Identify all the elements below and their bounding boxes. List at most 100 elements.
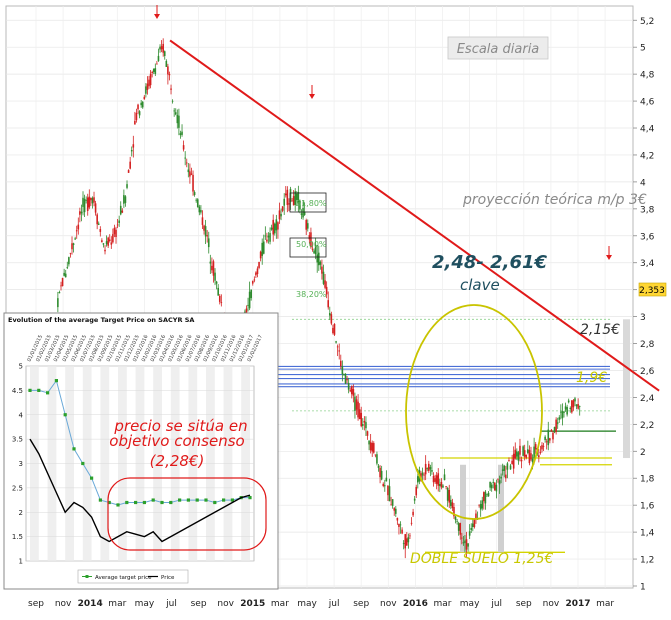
candle-body bbox=[261, 242, 263, 256]
candle-body bbox=[492, 482, 495, 483]
candle-body bbox=[494, 482, 496, 491]
y-tick-label: 5 bbox=[640, 44, 646, 54]
inset-y-tick-label: 2 bbox=[19, 509, 23, 517]
candle-body bbox=[434, 478, 436, 482]
candle-body bbox=[508, 460, 510, 461]
candle-body bbox=[167, 66, 169, 75]
candle-body bbox=[490, 484, 493, 489]
candle-body bbox=[533, 446, 535, 459]
candle-body bbox=[192, 174, 194, 192]
candle-body bbox=[385, 477, 388, 482]
candle-body bbox=[387, 485, 389, 496]
gap-bar bbox=[460, 464, 466, 553]
fibo-50-box bbox=[289, 237, 327, 258]
candle-body bbox=[250, 289, 252, 299]
candle-body bbox=[96, 214, 98, 225]
candle-body bbox=[338, 350, 341, 352]
candle-body bbox=[258, 261, 260, 268]
candle-body bbox=[272, 219, 275, 235]
candle-body bbox=[123, 195, 125, 204]
candle-body bbox=[137, 104, 139, 110]
candle-body bbox=[201, 217, 204, 225]
inset-highlight-box bbox=[107, 477, 267, 551]
candle-body bbox=[189, 171, 191, 177]
x-tick-label: jul bbox=[328, 599, 340, 609]
candle-body bbox=[366, 431, 369, 436]
candle-body bbox=[135, 112, 138, 121]
inset-target-point bbox=[46, 391, 50, 395]
candle-body bbox=[410, 522, 413, 524]
x-tick-label: nov bbox=[543, 599, 560, 609]
candle-body bbox=[63, 272, 65, 276]
candle-body bbox=[372, 443, 375, 453]
candle-body bbox=[190, 173, 193, 175]
candle-body bbox=[509, 465, 512, 470]
candle-body bbox=[286, 189, 289, 205]
candle-body bbox=[486, 493, 488, 495]
candle-body bbox=[90, 197, 92, 201]
candle-body bbox=[108, 239, 111, 242]
candle-body bbox=[94, 203, 97, 213]
candle-body bbox=[68, 257, 70, 265]
candle-body bbox=[248, 291, 251, 309]
candle-body bbox=[483, 492, 485, 502]
candle-body bbox=[505, 474, 507, 479]
x-tick-label: may bbox=[297, 599, 317, 609]
candle-body bbox=[368, 440, 370, 445]
candle-body bbox=[118, 220, 120, 223]
candle-body bbox=[380, 470, 383, 480]
candle-body bbox=[439, 483, 441, 487]
inset-target-point bbox=[90, 476, 94, 480]
double-bottom-label: DOBLE SUELO 1,25€ bbox=[410, 551, 553, 567]
inset-target-point bbox=[178, 498, 182, 502]
projection-bar bbox=[623, 319, 630, 459]
candle-body bbox=[255, 272, 257, 276]
candle-body bbox=[487, 492, 490, 497]
x-tick-label: nov bbox=[380, 599, 397, 609]
candle-body bbox=[157, 55, 160, 62]
candle-body bbox=[549, 438, 551, 441]
y-tick-label: 1,8 bbox=[640, 475, 655, 485]
candle-body bbox=[365, 422, 367, 429]
legend-label-price: Price bbox=[161, 575, 175, 581]
scale-label: Escala diaria bbox=[457, 42, 540, 57]
inset-annotation-line: (2,28€) bbox=[150, 452, 205, 470]
candle-body bbox=[346, 379, 348, 381]
candle-body bbox=[163, 51, 166, 56]
candle-body bbox=[506, 463, 509, 470]
candle-body bbox=[217, 287, 219, 296]
candle-body bbox=[319, 261, 322, 265]
candle-body bbox=[552, 432, 554, 440]
y-tick-label: 4,2 bbox=[640, 151, 654, 161]
candle-body bbox=[409, 535, 411, 537]
candle-body bbox=[278, 210, 281, 220]
candle-body bbox=[275, 219, 278, 231]
candle-body bbox=[530, 453, 532, 460]
candle-body bbox=[71, 243, 73, 250]
candle-body bbox=[475, 513, 477, 520]
candle-body bbox=[538, 455, 540, 458]
candle-body bbox=[555, 419, 557, 433]
candle-body bbox=[377, 465, 380, 468]
candle-body bbox=[341, 366, 344, 375]
candle-body bbox=[300, 213, 303, 216]
y-tick-label: 2 bbox=[640, 448, 646, 458]
candle-body bbox=[442, 485, 444, 488]
candle-body bbox=[550, 429, 553, 432]
candle-body bbox=[473, 518, 476, 528]
candle-body bbox=[259, 251, 262, 259]
inset-target-point bbox=[116, 503, 120, 507]
candle-body bbox=[489, 481, 491, 488]
candle-body bbox=[336, 346, 339, 348]
y-tick-label: 3 bbox=[640, 313, 646, 323]
candle-body bbox=[185, 162, 188, 164]
candle-body bbox=[456, 520, 458, 522]
candle-body bbox=[457, 523, 460, 531]
inset-legend bbox=[77, 569, 189, 584]
candle-body bbox=[500, 476, 502, 479]
candle-body bbox=[335, 341, 337, 343]
candle-body bbox=[431, 470, 433, 472]
candle-body bbox=[283, 198, 286, 206]
